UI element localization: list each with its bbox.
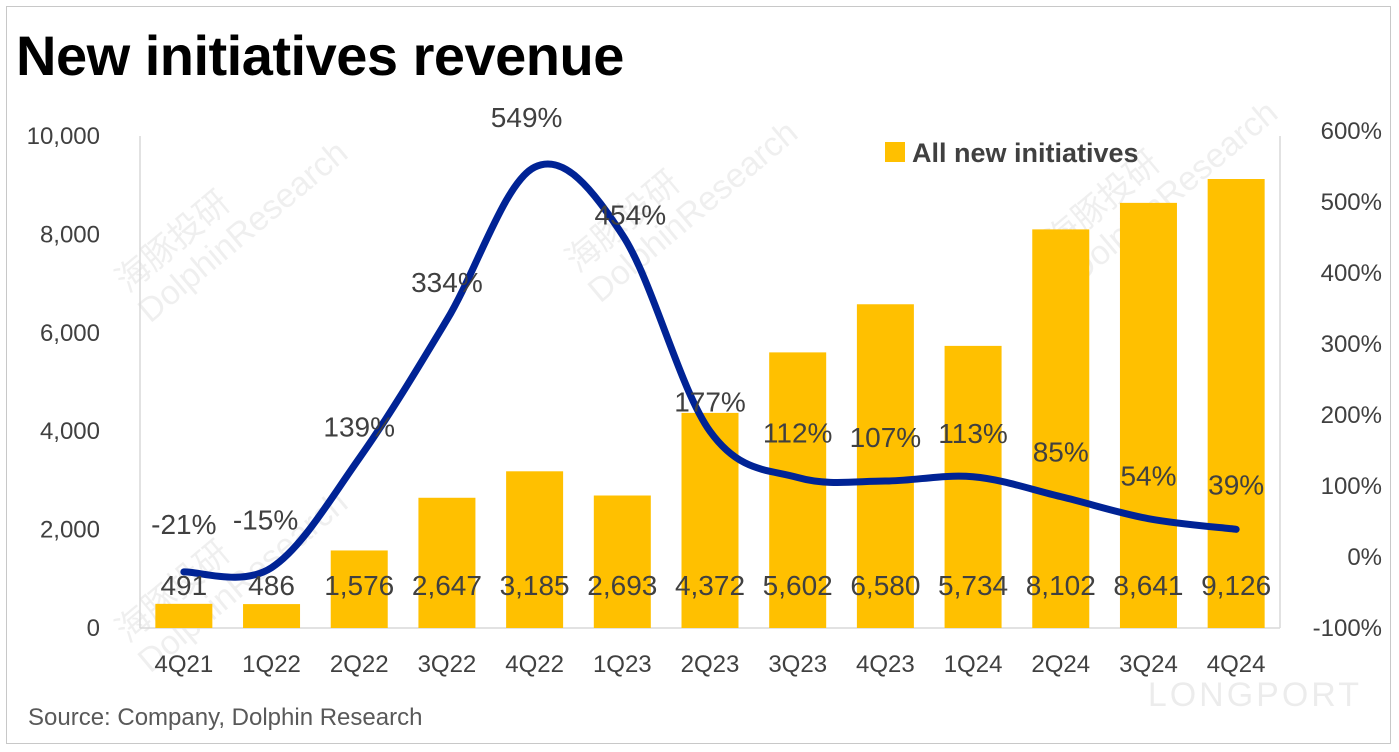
left-tick-label: 10,000 bbox=[27, 123, 100, 150]
bar-value-label: 8,102 bbox=[1026, 570, 1096, 601]
bar-series bbox=[155, 179, 1265, 629]
category-tick-label: 2Q22 bbox=[330, 651, 389, 678]
growth-line bbox=[180, 160, 1240, 581]
growth-value-label: 549% bbox=[491, 102, 563, 133]
growth-value-label: -15% bbox=[233, 505, 298, 536]
growth-value-label: 107% bbox=[850, 422, 922, 453]
category-tick-label: 2Q24 bbox=[1031, 651, 1090, 678]
bar-value-label: 3,185 bbox=[500, 570, 570, 601]
bar-value-label: 2,693 bbox=[587, 570, 657, 601]
bar-1Q24 bbox=[944, 345, 1002, 628]
bar-4Q22 bbox=[506, 471, 564, 628]
bar-value-label: 2,647 bbox=[412, 570, 482, 601]
legend-label: All new initiatives bbox=[912, 138, 1139, 168]
category-tick-label: 3Q23 bbox=[768, 651, 827, 678]
bar-2Q24 bbox=[1032, 229, 1090, 629]
growth-value-label: 334% bbox=[411, 267, 483, 298]
source-note: Source: Company, Dolphin Research bbox=[28, 704, 423, 731]
growth-value-label: 54% bbox=[1120, 461, 1176, 492]
legend-swatch bbox=[885, 142, 905, 162]
bar-3Q23 bbox=[769, 352, 827, 628]
left-tick-label: 4,000 bbox=[40, 418, 100, 445]
legend: All new initiatives bbox=[885, 138, 1139, 168]
category-tick-label: 4Q21 bbox=[154, 651, 213, 678]
category-tick-label: 1Q23 bbox=[593, 651, 652, 678]
right-tick-label: 0% bbox=[1347, 544, 1382, 571]
growth-line-series bbox=[180, 160, 1240, 581]
bar-value-label: 5,734 bbox=[938, 570, 1008, 601]
left-tick-label: 6,000 bbox=[40, 320, 100, 347]
bar-value-label: 4,372 bbox=[675, 570, 745, 601]
tick-labels: 0 2,000 4,000 6,000 8,000 10,000 -100% 0% 100% 20… bbox=[27, 118, 1382, 678]
right-tick-label: 200% bbox=[1321, 402, 1382, 429]
bar-value-label: 5,602 bbox=[763, 570, 833, 601]
category-tick-label: 1Q24 bbox=[944, 651, 1003, 678]
category-tick-label: 3Q24 bbox=[1119, 651, 1178, 678]
category-tick-label: 3Q22 bbox=[418, 651, 477, 678]
bar-value-label: 491 bbox=[160, 570, 207, 601]
right-tick-label: -100% bbox=[1313, 615, 1382, 642]
growth-value-label: 112% bbox=[763, 417, 833, 448]
right-tick-label: 400% bbox=[1321, 260, 1382, 287]
right-tick-label: 300% bbox=[1321, 331, 1382, 358]
category-tick-label: 4Q22 bbox=[505, 651, 564, 678]
growth-value-label: 113% bbox=[938, 418, 1008, 449]
bar-value-label: 8,641 bbox=[1113, 570, 1183, 601]
data-labels: 491 486 1,576 2,647 3,185 2,693 4,372 5,602 6,58… bbox=[151, 102, 1271, 601]
category-tick-label: 4Q24 bbox=[1207, 651, 1266, 678]
bar-value-label: 1,576 bbox=[324, 570, 394, 601]
corner-watermark: LONGPORT bbox=[1148, 676, 1362, 714]
category-tick-label: 2Q23 bbox=[681, 651, 740, 678]
bar-1Q23 bbox=[593, 495, 651, 628]
left-tick-label: 0 bbox=[87, 615, 100, 642]
growth-value-label: 39% bbox=[1208, 469, 1264, 500]
right-tick-label: 500% bbox=[1321, 189, 1382, 216]
bar-value-label: 6,580 bbox=[850, 570, 920, 601]
growth-value-label: 177% bbox=[674, 386, 746, 417]
category-tick-label: 4Q23 bbox=[856, 651, 915, 678]
bar-1Q22 bbox=[243, 604, 301, 628]
chart-title: New initiatives revenue bbox=[16, 24, 624, 87]
bar-3Q22 bbox=[418, 497, 476, 628]
right-tick-label: 600% bbox=[1321, 118, 1382, 145]
growth-value-label: 454% bbox=[594, 200, 666, 231]
bar-4Q24 bbox=[1207, 179, 1265, 628]
bar-4Q21 bbox=[155, 603, 213, 628]
bar-2Q22 bbox=[330, 550, 388, 628]
category-tick-label: 1Q22 bbox=[242, 651, 301, 678]
growth-value-label: 85% bbox=[1033, 437, 1089, 468]
right-tick-label: 100% bbox=[1321, 473, 1382, 500]
growth-value-label: 139% bbox=[323, 411, 395, 442]
bar-value-label: 486 bbox=[248, 570, 295, 601]
bar-value-label: 9,126 bbox=[1201, 570, 1271, 601]
left-tick-label: 8,000 bbox=[40, 221, 100, 248]
growth-value-label: -21% bbox=[151, 509, 216, 540]
bar-4Q23 bbox=[856, 304, 914, 628]
left-tick-label: 2,000 bbox=[40, 517, 100, 544]
bar-3Q24 bbox=[1119, 202, 1177, 628]
